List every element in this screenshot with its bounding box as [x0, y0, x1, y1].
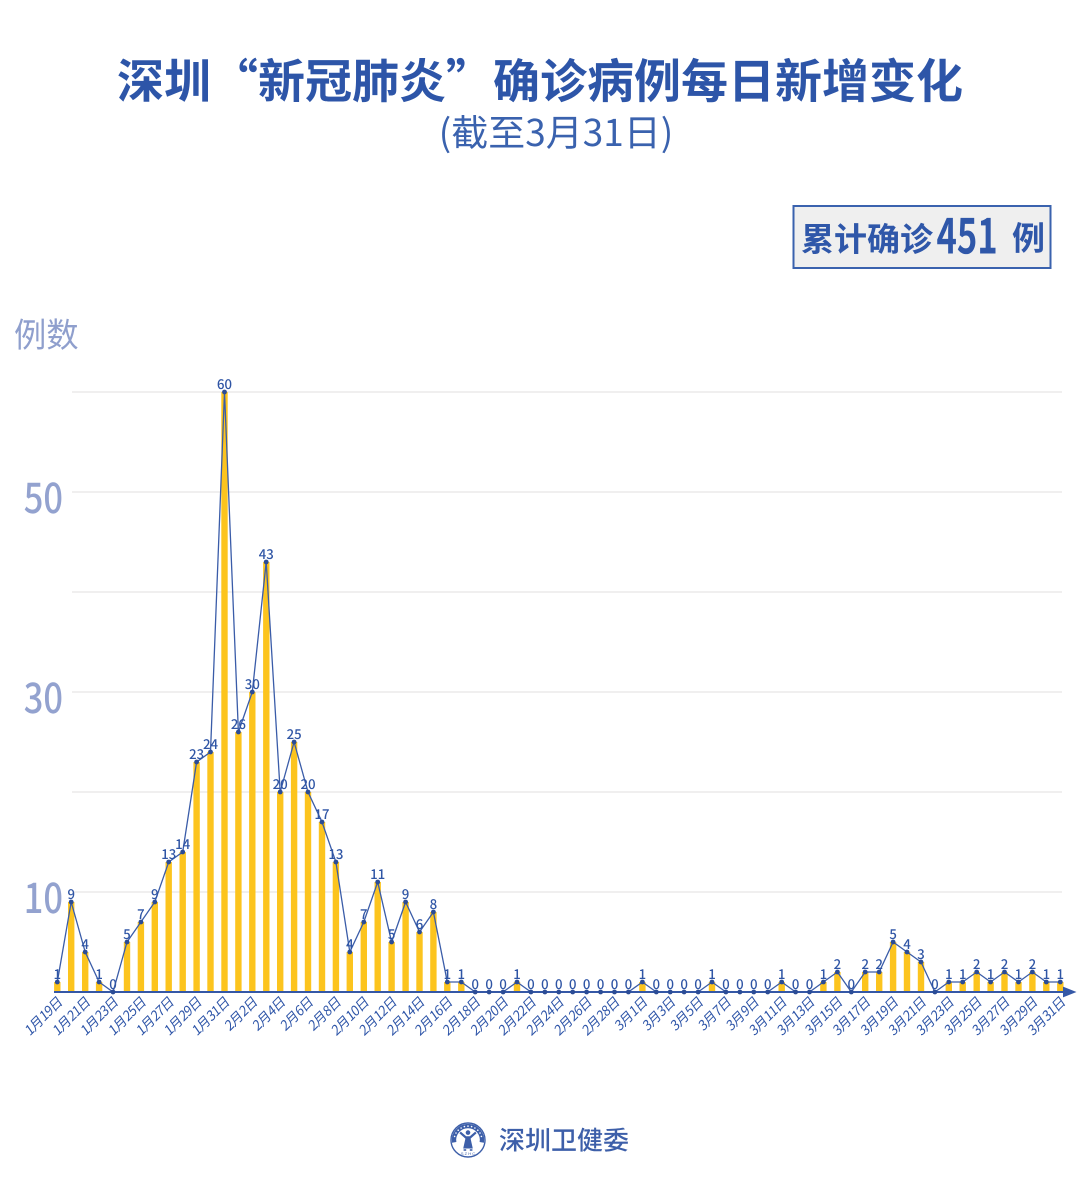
svg-text:S Z H C: S Z H C — [461, 1151, 475, 1156]
